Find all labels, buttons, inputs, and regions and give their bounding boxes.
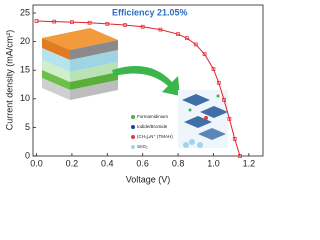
x-tick-label: 0.6 [136,158,149,168]
y-axis-label: Current density (mA/cm²) [4,30,14,131]
marker [87,20,92,25]
device-stack [42,28,118,100]
x-tick-label: 0.4 [101,158,114,168]
x-tick-label: 1.0 [207,158,220,168]
inset-label: Formamidinium [137,114,168,119]
y-tick-label: 5 [25,122,30,132]
marker [202,52,207,57]
x-tick-label: 0.8 [172,158,185,168]
marker [105,22,110,26]
curve [36,20,241,157]
chart-title: Efficiency 21.05% [112,7,188,17]
marker [158,27,163,32]
y-tick-label: 15 [20,65,30,75]
y-tick-label: 20 [20,36,30,46]
marker [185,36,189,41]
chart: Efficiency 21.05% Voltage (V) Current de… [4,4,264,184]
x-axis-label: Voltage (V) [126,174,171,184]
inset-label: (CH₃)₄N⁺ (TMAH) [137,134,173,139]
y-tick-label: 10 [20,93,30,103]
marker [70,20,74,25]
crystal [178,90,228,148]
plot-frame [32,4,264,157]
marker [176,32,180,37]
marker [140,24,145,29]
y-tick-label: 0 [25,150,30,160]
x-tick-label: 0.2 [66,158,79,168]
marker [211,67,216,71]
inset-label: Iodide/Bromide [137,124,168,129]
marker [232,136,237,141]
marker [227,116,232,121]
x-tick-label: 1.2 [243,158,256,168]
inset-legend [131,115,135,149]
inset-label: SnO₂ [137,144,148,149]
x-tick-label: 0.0 [30,158,43,168]
marker [193,42,198,47]
arrow [112,66,180,96]
marker [52,19,57,24]
marker [123,23,127,27]
marker [222,98,226,102]
y-tick-label: 25 [20,7,30,17]
marker [34,19,39,23]
marker [216,80,221,85]
marker [238,154,242,158]
